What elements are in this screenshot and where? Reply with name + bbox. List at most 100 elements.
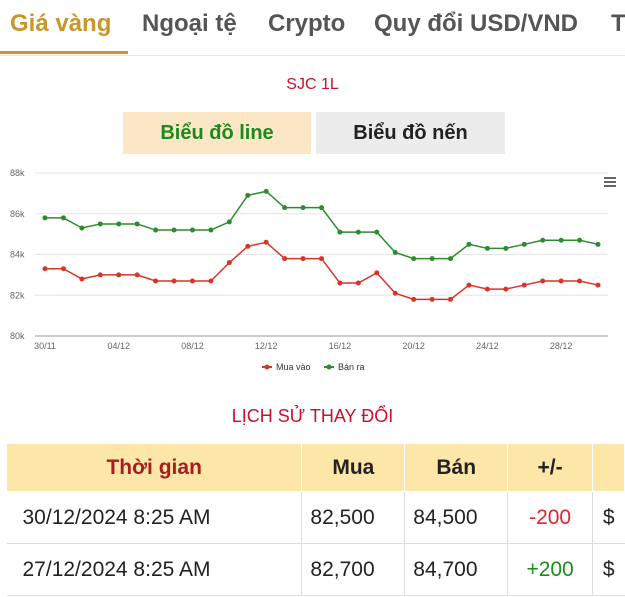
tab-more[interactable]: T <box>611 10 625 37</box>
data-point <box>300 205 306 211</box>
x-tick-label: 08/12 <box>181 341 204 351</box>
data-point <box>134 272 140 278</box>
data-point <box>134 221 140 227</box>
data-point <box>226 219 232 225</box>
legend-marker-dot <box>264 364 270 370</box>
data-point <box>355 280 361 286</box>
row-time: 30/12/2024 8:25 AM <box>6 491 303 544</box>
x-tick-label: 12/12 <box>255 341 278 351</box>
data-point <box>577 278 583 284</box>
data-point <box>245 243 251 249</box>
chart-title: SJC 1L <box>286 76 339 93</box>
tab-usd-vnd[interactable]: Quy đổi USD/VND <box>374 10 579 37</box>
data-point <box>484 245 490 251</box>
line-chart-button[interactable]: Biểu đồ line <box>123 112 311 154</box>
data-point <box>392 249 398 255</box>
data-point <box>540 278 546 284</box>
row-buy: 82,500 <box>301 491 406 544</box>
data-point <box>540 237 546 243</box>
data-point <box>79 276 85 282</box>
data-point <box>484 286 490 292</box>
data-point <box>189 227 195 233</box>
data-point <box>79 225 85 231</box>
data-point <box>355 229 361 235</box>
data-point <box>153 278 159 284</box>
row-time: 27/12/2024 8:25 AM <box>6 543 303 596</box>
data-point <box>374 270 380 276</box>
data-point <box>374 229 380 235</box>
data-point <box>189 278 195 284</box>
active-tab-indicator <box>0 51 128 54</box>
data-point <box>282 256 288 262</box>
data-point <box>411 296 417 302</box>
y-tick-label: 86k <box>10 209 25 219</box>
row-buy: 82,700 <box>301 543 406 596</box>
data-point <box>116 272 122 278</box>
data-point <box>42 266 48 272</box>
data-point <box>97 221 103 227</box>
data-point <box>521 282 527 288</box>
data-point <box>466 282 472 288</box>
data-point <box>319 205 324 211</box>
data-point <box>503 286 509 292</box>
data-point <box>60 266 66 272</box>
row-sell: 84,500 <box>404 491 509 544</box>
data-point <box>558 237 564 243</box>
data-point <box>116 221 122 227</box>
category-tabs: Giá vàng Ngoại tệ Crypto Quy đổi USD/VND… <box>0 0 625 56</box>
history-title: LỊCH SỬ THAY ĐỔI <box>231 406 394 426</box>
row-currency: $ <box>592 543 625 596</box>
chart-menu-icon[interactable] <box>604 177 616 187</box>
data-point <box>448 296 454 302</box>
header-currency <box>592 443 625 492</box>
data-point <box>208 227 214 233</box>
header-change: +/- <box>507 443 594 492</box>
data-point <box>595 241 601 247</box>
header-time: Thời gian <box>5 443 303 492</box>
data-point <box>171 278 177 284</box>
data-point <box>429 256 435 262</box>
line-chart: 80k 82k 84k 86k 88k 30/11 04/12 08/12 12/12 16/12… <box>10 168 608 372</box>
series-line-0 <box>45 241 599 301</box>
legend-label: Bán ra <box>338 362 365 372</box>
data-point <box>60 215 66 221</box>
row-currency: $ <box>592 491 625 544</box>
row-change: -200 <box>507 491 594 544</box>
data-point <box>245 192 251 198</box>
data-point <box>448 256 454 262</box>
data-point <box>411 256 417 262</box>
series-line-1 <box>45 190 599 260</box>
data-point <box>300 256 306 262</box>
data-point <box>337 280 343 286</box>
data-point <box>577 237 583 243</box>
data-point <box>226 260 232 266</box>
x-tick-label: 24/12 <box>476 341 499 351</box>
legend-label: Mua vào <box>276 362 311 372</box>
data-point <box>319 256 324 262</box>
x-tick-label: 28/12 <box>550 341 573 351</box>
header-sell: Bán <box>404 443 509 492</box>
data-point <box>503 245 509 251</box>
tab-crypto[interactable]: Crypto <box>268 10 346 37</box>
data-point <box>208 278 214 284</box>
y-tick-label: 80k <box>10 331 25 341</box>
x-tick-label: 16/12 <box>329 341 352 351</box>
row-change: +200 <box>507 543 594 596</box>
tab-currency[interactable]: Ngoại tệ <box>142 10 237 37</box>
tab-gold[interactable]: Giá vàng <box>10 10 112 37</box>
data-point <box>282 205 288 211</box>
x-tick-label: 20/12 <box>402 341 425 351</box>
data-point <box>466 241 472 247</box>
data-point <box>42 215 48 221</box>
x-tick-label: 30/11 <box>34 341 56 351</box>
table-row: 27/12/2024 8:25 AM 82,700 84,700 +200 $ <box>6 543 625 596</box>
data-point <box>392 290 398 296</box>
data-point <box>521 241 527 247</box>
history-table: Thời gian Mua Bán +/- 30/12/2024 8:25 AM… <box>5 443 625 596</box>
y-tick-label: 84k <box>10 250 25 260</box>
y-tick-label: 88k <box>10 168 25 178</box>
data-point <box>263 188 269 194</box>
candlestick-chart-button[interactable]: Biểu đồ nến <box>316 112 505 154</box>
data-point <box>337 229 343 235</box>
data-point <box>97 272 103 278</box>
